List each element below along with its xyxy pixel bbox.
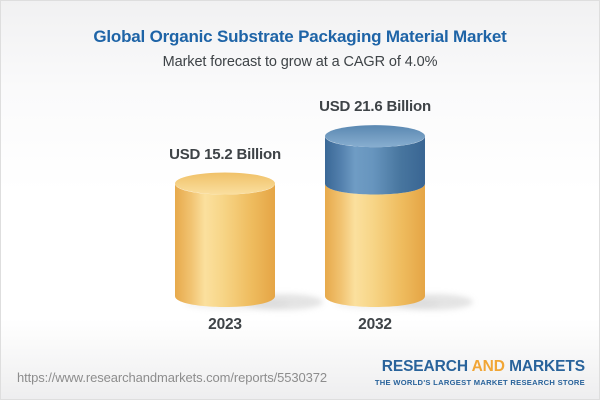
logo-text-research: RESEARCH	[381, 358, 468, 375]
page-subtitle: Market forecast to grow at a CAGR of 4.0…	[162, 54, 438, 70]
value-label-1: USD 21.6 Billion	[319, 98, 431, 116]
logo-tagline: THE WORLD'S LARGEST MARKET RESEARCH STOR…	[374, 377, 585, 387]
page-title: Global Organic Substrate Packaging Mater…	[93, 27, 507, 46]
logo-text-markets: MARKETS	[509, 358, 585, 375]
research-and-markets-logo: RESEARCH AND MARKETS THE WORLD'S LARGEST…	[375, 359, 585, 387]
logo-wordmark: RESEARCH AND MARKETS	[375, 359, 585, 375]
year-label-0: 2023	[208, 316, 242, 333]
bars-group	[175, 125, 473, 310]
logo-text-and: AND	[471, 358, 505, 375]
year-label-1: 2032	[358, 316, 392, 333]
report-url: https://www.researchandmarkets.com/repor…	[17, 370, 328, 385]
value-label-0: USD 15.2 Billion	[169, 145, 281, 163]
